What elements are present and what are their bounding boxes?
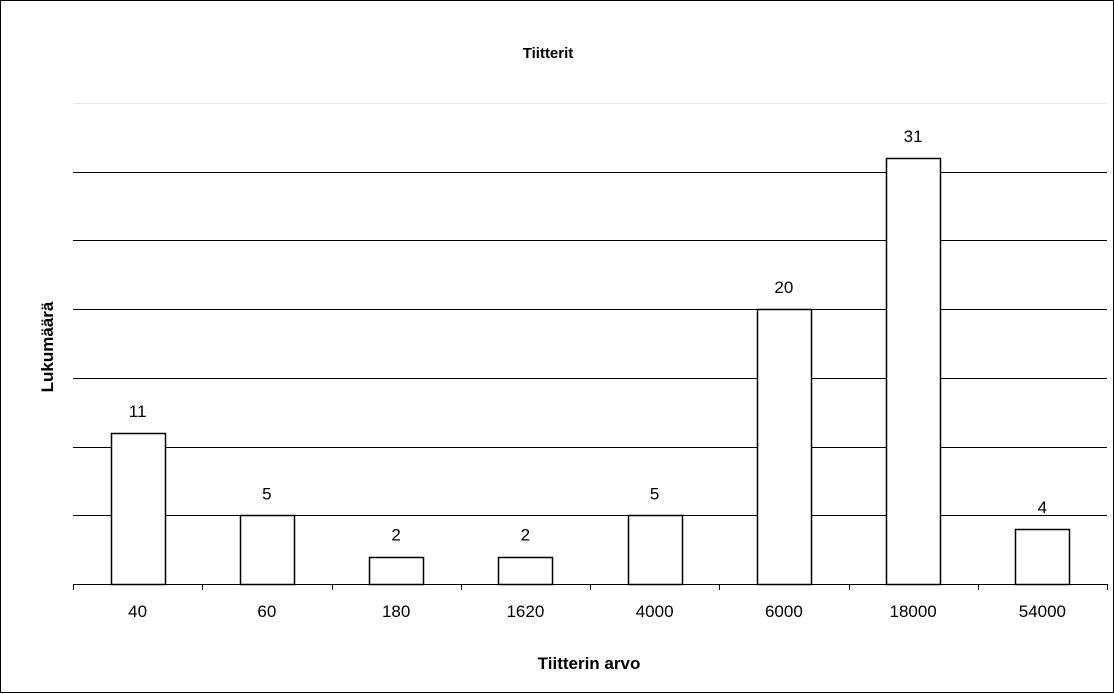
x-tick-label-40: 40: [128, 602, 147, 621]
x-tick-label-1620: 1620: [506, 602, 544, 621]
data-label-180: 2: [391, 526, 400, 545]
gridlines: [73, 103, 1107, 516]
data-label-6000: 20: [774, 278, 793, 297]
data-label-60: 5: [262, 484, 271, 503]
data-label-40: 11: [129, 402, 147, 421]
data-label-18000: 31: [904, 127, 923, 146]
x-tick-label-18000: 18000: [889, 602, 936, 621]
bar-1620: [497, 556, 554, 586]
data-labels: 11 5 2 2 5 20 31 4: [129, 127, 1047, 545]
x-tick-label-54000: 54000: [1019, 602, 1066, 621]
x-axis: [73, 584, 1108, 590]
x-tick-label-6000: 6000: [765, 602, 803, 621]
data-label-54000: 4: [1038, 498, 1047, 517]
bars: [110, 157, 1071, 586]
bar-4000: [627, 514, 684, 586]
x-tick-label-60: 60: [257, 602, 276, 621]
y-axis-title: Lukumäärä: [38, 301, 57, 392]
x-axis-title: Tiitterin arvo: [538, 654, 641, 673]
bar-18000: [885, 157, 942, 586]
bar-40: [110, 432, 167, 586]
x-tick-label-180: 180: [382, 602, 410, 621]
bar-180: [368, 556, 425, 586]
bar-54000: [1014, 528, 1071, 586]
data-label-4000: 5: [650, 484, 659, 503]
x-tick-labels: 40 60 180 1620 4000 6000 18000 54000: [128, 602, 1066, 621]
bar-6000: [756, 308, 813, 586]
x-tick-label-4000: 4000: [636, 602, 674, 621]
bar-60: [239, 514, 296, 586]
chart-title: Tiitterit: [523, 45, 574, 62]
data-label-1620: 2: [521, 526, 530, 545]
